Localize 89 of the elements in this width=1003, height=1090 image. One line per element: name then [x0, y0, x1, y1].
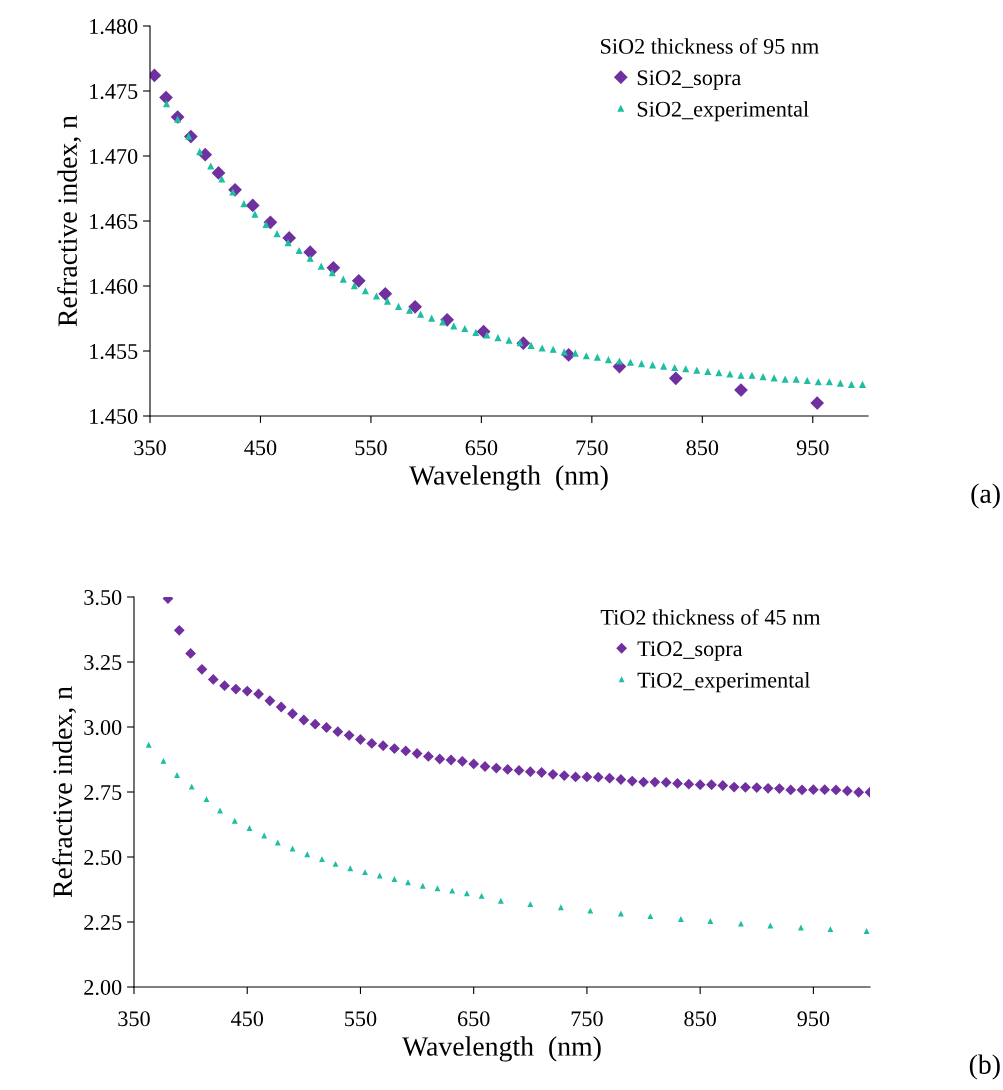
- y-tick-label: 3.25: [84, 654, 122, 671]
- x-tick-label: 850: [684, 1011, 716, 1027]
- point: [246, 198, 260, 212]
- point: [160, 758, 166, 764]
- y-tick-label: 1.475: [90, 84, 138, 100]
- y-tick-label: 1.470: [90, 148, 138, 165]
- point: [211, 166, 226, 180]
- point: [391, 876, 397, 882]
- point: [304, 852, 310, 858]
- point: [246, 825, 253, 831]
- point: [734, 383, 748, 397]
- x-tick-label: 950: [797, 1011, 830, 1027]
- point: [159, 90, 173, 105]
- point: [347, 866, 353, 872]
- point: [146, 742, 152, 748]
- x-tick-label: 650: [457, 1011, 490, 1027]
- point: [498, 898, 504, 904]
- point: [217, 808, 223, 814]
- y-tick-label: 2.75: [84, 784, 122, 801]
- point: [647, 914, 653, 920]
- point: [798, 925, 804, 931]
- point: [232, 818, 238, 824]
- y-tick-label: 3.50: [84, 589, 122, 606]
- point: [377, 873, 383, 879]
- point: [261, 833, 267, 839]
- point: [738, 921, 744, 927]
- y-tick-label: 1.480: [90, 18, 138, 35]
- legend-title: TiO2 thickness of 45 nm: [600, 608, 821, 625]
- y-tick-label: 1.465: [90, 213, 138, 230]
- x-tick-label: 350: [134, 440, 166, 456]
- point: [326, 261, 340, 275]
- x-tick-label: 950: [796, 440, 829, 456]
- y-tick-label: 3.00: [84, 719, 122, 736]
- point: [669, 371, 683, 385]
- point: [362, 870, 368, 876]
- x-tick-label: 750: [571, 1011, 603, 1027]
- point: [864, 928, 870, 934]
- point: [618, 911, 624, 917]
- x-tick-label: 450: [244, 440, 277, 456]
- x-tick-label: 750: [576, 440, 608, 456]
- point: [587, 908, 593, 914]
- point: [198, 148, 212, 162]
- y-tick-label: 2.25: [84, 914, 122, 931]
- point: [333, 861, 339, 867]
- point: [319, 857, 325, 863]
- point: [189, 784, 195, 790]
- point: [707, 918, 713, 924]
- point: [405, 880, 411, 886]
- x-tick-label: 350: [118, 1011, 150, 1027]
- point: [303, 245, 317, 259]
- point: [479, 893, 485, 899]
- x-tick-label: 650: [465, 440, 498, 456]
- point: [352, 274, 366, 288]
- y-tick-label: 1.450: [90, 408, 138, 425]
- x-tick-label: 550: [345, 1011, 377, 1027]
- point: [449, 888, 455, 894]
- point: [434, 886, 440, 892]
- point: [767, 923, 773, 929]
- x-axis-title: Wavelength (nm): [409, 465, 608, 491]
- point: [420, 883, 426, 889]
- x-tick-label: 850: [686, 440, 719, 456]
- point: [408, 300, 422, 314]
- legend-title: SiO2 thickness of 95 nm: [601, 37, 819, 54]
- point: [275, 840, 281, 846]
- legend-label: SiO2_sopra: [637, 70, 741, 90]
- x-axis-title: Wavelength (nm): [402, 1036, 601, 1062]
- point: [678, 916, 684, 922]
- legend-label: TiO2_sopra: [637, 641, 743, 661]
- y-tick-label: 1.460: [90, 278, 138, 295]
- x-tick-label: 550: [355, 440, 387, 456]
- point: [203, 797, 209, 803]
- point: [810, 396, 824, 410]
- y-tick-label: 2.00: [84, 979, 122, 996]
- text: (b): [969, 1054, 1000, 1080]
- y-tick-label: 1.455: [90, 344, 138, 360]
- x-tick-label: 450: [231, 1011, 264, 1027]
- point: [174, 772, 180, 778]
- point: [464, 891, 470, 897]
- y-tick-label: 2.50: [84, 849, 122, 866]
- point: [378, 287, 392, 301]
- text: (a): [971, 483, 1000, 509]
- legend-label: SiO2_experimental: [637, 101, 809, 122]
- legend-label: TiO2_experimental: [637, 672, 810, 693]
- point: [558, 905, 564, 911]
- y-axis-title: Refractive index, n: [52, 686, 77, 898]
- point: [527, 902, 533, 908]
- point: [827, 927, 833, 933]
- point: [150, 68, 162, 82]
- y-axis-title: Refractive index, n: [57, 115, 81, 327]
